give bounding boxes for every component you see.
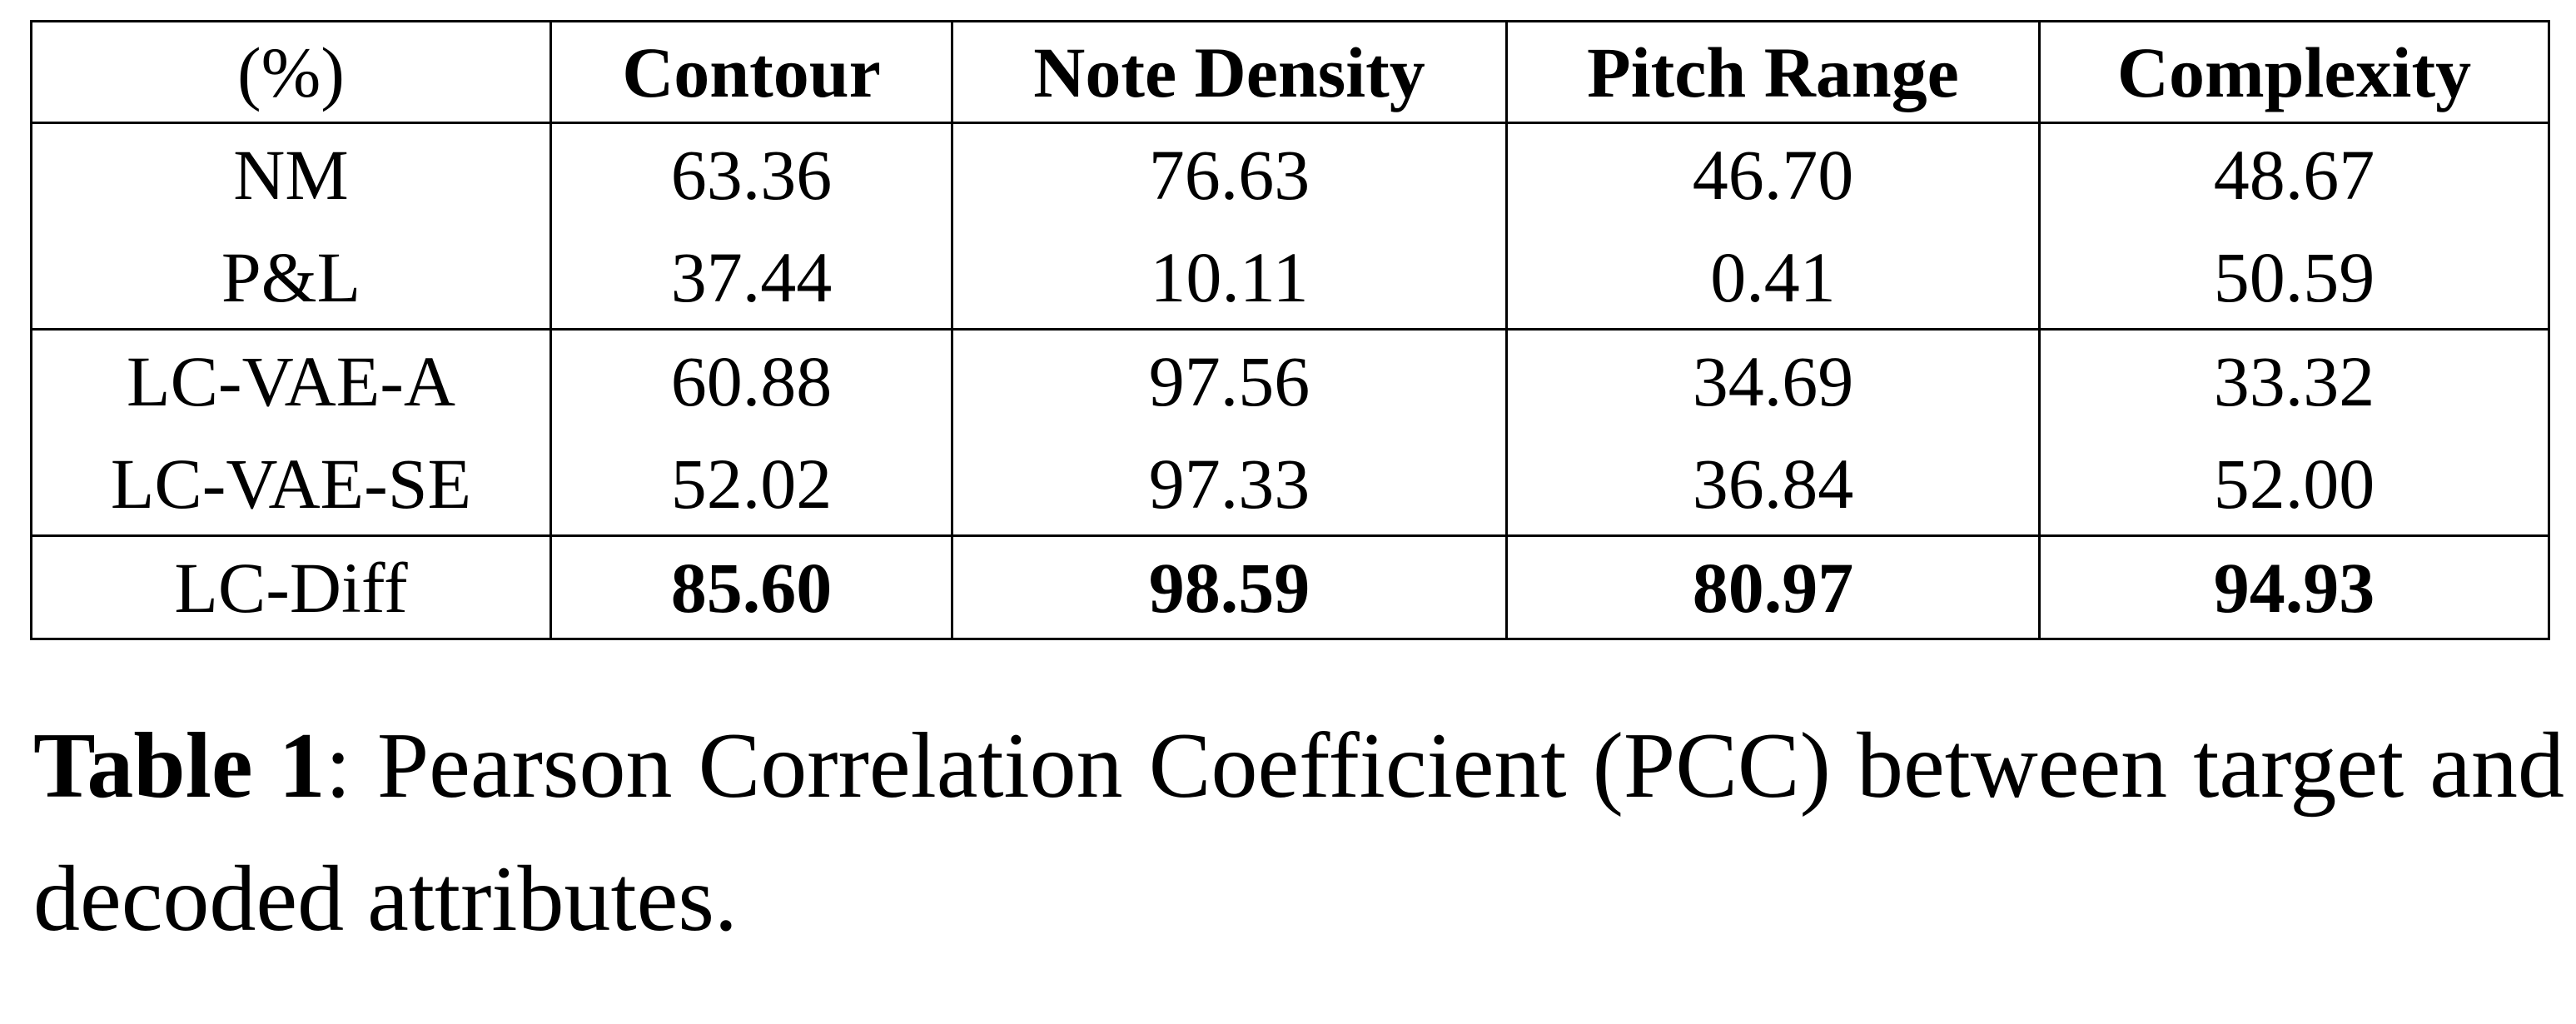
value-cell: 60.88	[550, 329, 953, 433]
caption-label: Table 1	[33, 714, 326, 818]
method-cell: LC-VAE-SE	[30, 432, 552, 537]
header-pitch-range: Pitch Range	[1505, 20, 2041, 124]
value-cell: 97.33	[951, 432, 1508, 537]
table-row: P&L 37.44 10.11 0.41 50.59	[30, 226, 2550, 331]
vae-group: LC-VAE-A 60.88 97.56 34.69 33.32 LC-VAE-…	[30, 329, 2550, 537]
proposed-group: LC-Diff 85.60 98.59 80.97 94.93	[30, 535, 2550, 640]
results-table: (%) Contour Note Density Pitch Range Com…	[30, 20, 2550, 640]
best-value-cell: 80.97	[1505, 535, 2041, 640]
header-unit: (%)	[30, 20, 552, 124]
caption-text: Pearson Correlation Coefficient (PCC) be…	[33, 714, 2565, 951]
method-cell: LC-Diff	[30, 535, 552, 640]
method-cell: P&L	[30, 226, 552, 331]
best-value-cell: 98.59	[951, 535, 1508, 640]
best-value-cell: 85.60	[550, 535, 953, 640]
best-value-cell: 94.93	[2038, 535, 2550, 640]
caption-separator: :	[325, 714, 351, 818]
value-cell: 76.63	[951, 122, 1508, 226]
value-cell: 36.84	[1505, 432, 2041, 537]
value-cell: 52.00	[2038, 432, 2550, 537]
table-row: NM 63.36 76.63 46.70 48.67	[30, 122, 2550, 226]
header-note-density: Note Density	[951, 20, 1508, 124]
table-row: LC-Diff 85.60 98.59 80.97 94.93	[30, 535, 2550, 640]
method-cell: LC-VAE-A	[30, 329, 552, 433]
header-contour: Contour	[550, 20, 953, 124]
value-cell: 10.11	[951, 226, 1508, 331]
header-complexity: Complexity	[2038, 20, 2550, 124]
value-cell: 33.32	[2038, 329, 2550, 433]
value-cell: 0.41	[1505, 226, 2041, 331]
value-cell: 37.44	[550, 226, 953, 331]
value-cell: 52.02	[550, 432, 953, 537]
value-cell: 63.36	[550, 122, 953, 226]
value-cell: 34.69	[1505, 329, 2041, 433]
baseline-group: NM 63.36 76.63 46.70 48.67 P&L 37.44 10.…	[30, 122, 2550, 331]
method-cell: NM	[30, 122, 552, 226]
value-cell: 46.70	[1505, 122, 2041, 226]
value-cell: 50.59	[2038, 226, 2550, 331]
table-row: LC-VAE-A 60.88 97.56 34.69 33.32	[30, 329, 2550, 433]
table-header-row: (%) Contour Note Density Pitch Range Com…	[30, 20, 2550, 124]
value-cell: 48.67	[2038, 122, 2550, 226]
table-row: LC-VAE-SE 52.02 97.33 36.84 52.00	[30, 432, 2550, 537]
value-cell: 97.56	[951, 329, 1508, 433]
table-caption: Table 1: Pearson Correlation Coefficient…	[33, 699, 2564, 966]
